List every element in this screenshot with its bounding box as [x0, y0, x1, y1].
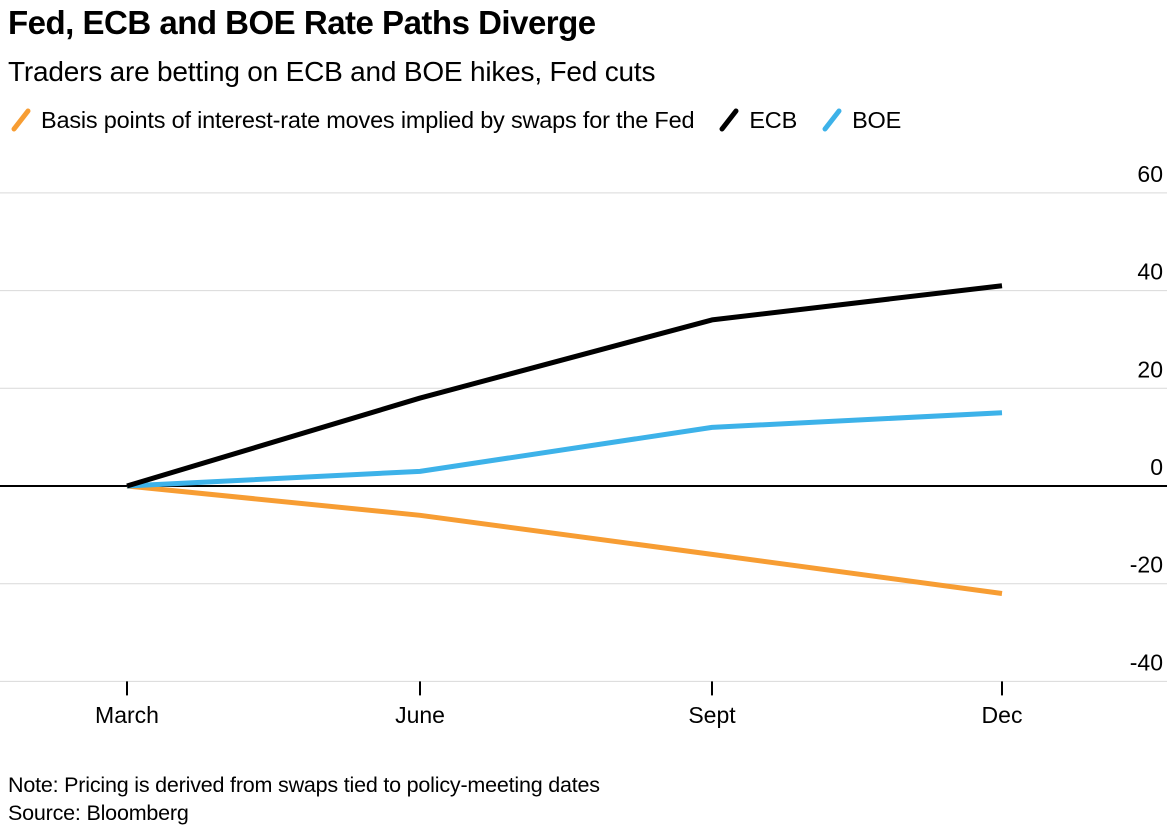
y-axis-tick-label: 0 — [1150, 454, 1163, 480]
slash-icon — [719, 108, 739, 132]
chart-note: Note: Pricing is derived from swaps tied… — [8, 773, 600, 797]
legend-item-ecb: ECB — [718, 106, 797, 134]
legend-label-ecb: ECB — [749, 106, 798, 133]
y-axis-tick-label: 20 — [1137, 356, 1163, 382]
y-axis-tick-label: 40 — [1137, 259, 1163, 285]
line-chart: 60 40 20 0 -20 -40 March June Sept Dec — [0, 145, 1176, 730]
slash-icon — [822, 108, 842, 132]
legend-item-fed: Basis points of interest-rate moves impl… — [10, 106, 695, 134]
series-line-fed — [126, 483, 1003, 596]
slash-icon-stroke — [719, 108, 739, 132]
x-axis-tick-label: Sept — [688, 702, 736, 728]
x-axis-tick-label: Dec — [982, 702, 1023, 728]
y-gridlines-group: 60 40 20 0 -20 -40 — [0, 161, 1167, 682]
legend-label-fed: Basis points of interest-rate moves impl… — [41, 106, 695, 133]
y-axis-tick-label: -40 — [1130, 649, 1163, 675]
series-line-ecb — [126, 283, 1003, 489]
x-axis-group: March June Sept Dec — [95, 681, 1022, 728]
chart-footer: Note: Pricing is derived from swaps tied… — [8, 772, 600, 827]
legend-label-boe: BOE — [852, 106, 902, 133]
series-lines-group — [126, 283, 1003, 596]
slash-icon — [11, 108, 31, 132]
chart-subtitle: Traders are betting on ECB and BOE hikes… — [8, 56, 656, 87]
slash-icon-stroke — [822, 108, 842, 132]
x-axis-tick-label: June — [395, 702, 445, 728]
y-axis-tick-label: 60 — [1137, 161, 1163, 187]
chart-source: Source: Bloomberg — [8, 800, 189, 825]
chart-title: Fed, ECB and BOE Rate Paths Diverge — [8, 4, 596, 41]
legend-item-boe: BOE — [821, 106, 901, 134]
y-axis-tick-label: -20 — [1130, 552, 1163, 578]
line-chart-canvas: 60 40 20 0 -20 -40 March June Sept Dec — [0, 161, 1167, 728]
slash-icon-stroke — [11, 108, 31, 132]
legend: Basis points of interest-rate moves impl… — [10, 106, 901, 134]
series-line-boe — [126, 410, 1003, 489]
x-axis-tick-label: March — [95, 702, 159, 728]
